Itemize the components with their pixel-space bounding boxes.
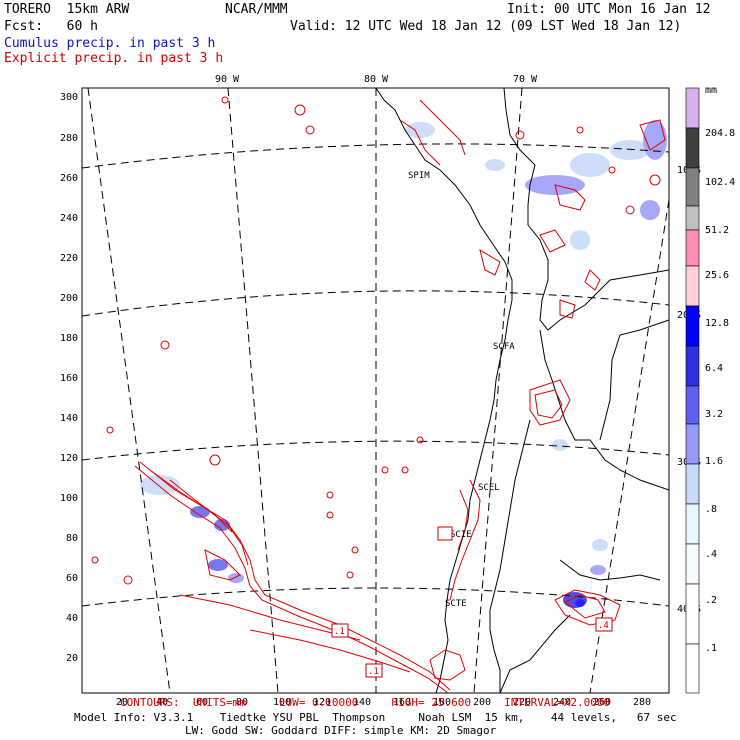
contour-label-a: .1 — [334, 627, 345, 637]
y-tick-60: 60 — [66, 573, 78, 584]
field-title-explicit: Explicit precip. in past 3 h — [4, 51, 224, 66]
y-tick-200: 200 — [60, 293, 78, 304]
org-label: NCAR/MMM — [225, 2, 288, 17]
contour-label-c: .4 — [598, 621, 609, 631]
valid-time: Valid: 12 UTC Wed 18 Jan 12 (09 LST Wed … — [290, 19, 682, 34]
colorbar-unit: mm — [705, 85, 717, 96]
boxed-labels: .1 .1 .4 — [331, 526, 613, 678]
x-tick-180: 180 — [433, 697, 451, 708]
station-scte: SCTE — [445, 599, 467, 609]
x-tick-40: 40 — [156, 697, 168, 708]
y-tick-80: 80 — [66, 533, 78, 544]
colorbar-label-102: 102.4 — [705, 177, 735, 188]
x-tick-240: 240 — [553, 697, 571, 708]
colorbar — [685, 87, 700, 694]
forecast-hour: Fcst: 60 h — [4, 19, 98, 34]
y-tick-260: 260 — [60, 173, 78, 184]
field-title-cumulus: Cumulus precip. in past 3 h — [4, 36, 216, 51]
colorbar-label-25: 25.6 — [705, 270, 729, 281]
x-tick-160: 160 — [393, 697, 411, 708]
colorbar-label-1-6: 1.6 — [705, 456, 723, 467]
explicit-precip-contours — [134, 99, 666, 693]
x-tick-60: 60 — [196, 697, 208, 708]
x-axis: 20 40 60 80 100 120 140 160 180 200 220 … — [116, 697, 651, 708]
station-labels: SPIM SCFA SCEL SCIE SCTE — [408, 171, 515, 609]
scattered-contour-cells — [91, 96, 661, 585]
colorbar-labels: mm 204.8 102.4 51.2 25.6 12.8 6.4 3.2 1.… — [705, 85, 735, 654]
model-info-line2: LW: Godd SW: Goddard DIFF: simple KM: 2D… — [185, 724, 497, 737]
x-tick-280: 280 — [633, 697, 651, 708]
x-tick-260: 260 — [593, 697, 611, 708]
y-tick-40: 40 — [66, 613, 78, 624]
lon-label-90w: 90 W — [215, 74, 240, 85]
x-tick-100: 100 — [273, 697, 291, 708]
colorbar-label-12: 12.8 — [705, 318, 729, 329]
colorbar-label-0-8: .8 — [705, 504, 717, 515]
model-info-line1: Model Info: V3.3.1 Tiedtke YSU PBL Thomp… — [74, 711, 677, 724]
colorbar-label-51: 51.2 — [705, 225, 729, 236]
y-tick-120: 120 — [60, 453, 78, 464]
y-tick-160: 160 — [60, 373, 78, 384]
x-tick-220: 220 — [513, 697, 531, 708]
colorbar-label-204: 204.8 — [705, 128, 735, 139]
lon-labels: 90 W 80 W 70 W — [215, 74, 538, 85]
x-tick-140: 140 — [353, 697, 371, 708]
y-tick-100: 100 — [60, 493, 78, 504]
colorbar-label-6: 6.4 — [705, 363, 723, 374]
x-tick-80: 80 — [236, 697, 248, 708]
colorbar-label-0-2: .2 — [705, 595, 717, 606]
y-tick-300: 300 — [60, 92, 78, 103]
lon-label-70w: 70 W — [513, 74, 538, 85]
graticule — [82, 88, 669, 693]
x-tick-120: 120 — [313, 697, 331, 708]
lon-label-80w: 80 W — [364, 74, 389, 85]
colorbar-label-0-4: .4 — [705, 549, 717, 560]
colorbar-label-3: 3.2 — [705, 409, 723, 420]
y-tick-20: 20 — [66, 653, 78, 664]
station-scfa: SCFA — [493, 342, 515, 352]
y-tick-280: 280 — [60, 133, 78, 144]
colorbar-label-0-1: .1 — [705, 643, 717, 654]
station-scel: SCEL — [478, 483, 500, 493]
init-time: Init: 00 UTC Mon 16 Jan 12 — [507, 2, 711, 17]
model-title: TORERO 15km ARW — [4, 2, 130, 17]
cumulus-precip-shading — [140, 120, 667, 608]
contour-label-b: .1 — [368, 667, 379, 677]
coastline — [375, 88, 669, 693]
station-scie: SCIE — [450, 530, 472, 540]
y-tick-180: 180 — [60, 333, 78, 344]
x-tick-200: 200 — [473, 697, 491, 708]
x-tick-20: 20 — [116, 697, 128, 708]
y-axis: 300 280 260 240 220 200 180 160 140 120 … — [60, 92, 78, 664]
station-spim: SPIM — [408, 171, 430, 181]
y-tick-140: 140 — [60, 413, 78, 424]
y-tick-240: 240 — [60, 213, 78, 224]
contours-info: CONTOURS: UNITS=mm LOW= 0.10000 HIGH= 25… — [120, 696, 611, 709]
y-tick-220: 220 — [60, 253, 78, 264]
